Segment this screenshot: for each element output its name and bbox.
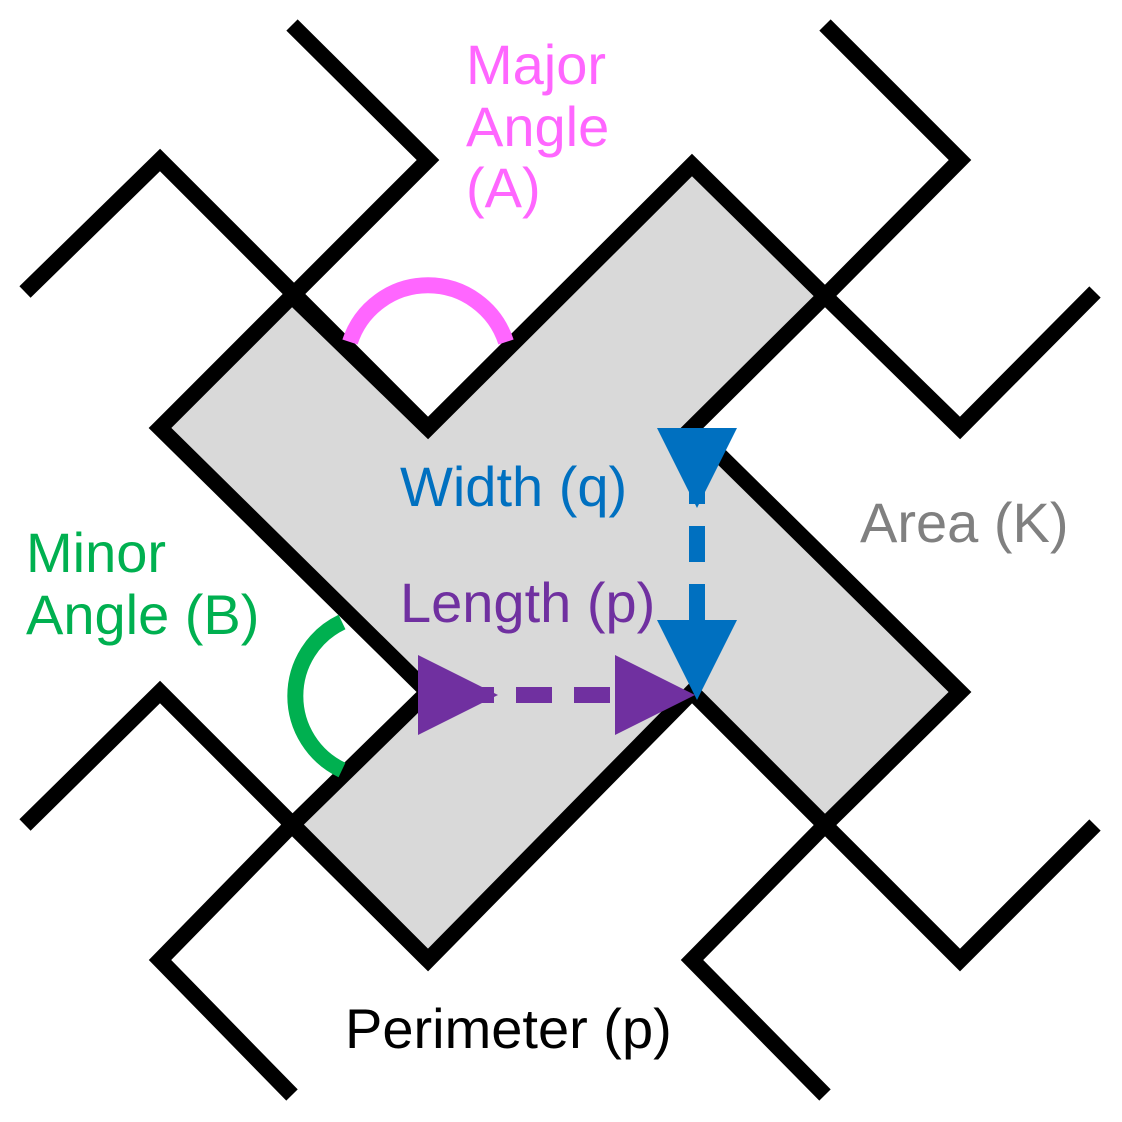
width-label: Width (q) [400, 455, 628, 518]
minor-angle-label-line1: Minor [26, 521, 167, 584]
neighbor-tile-bottom-right [680, 819, 831, 1101]
neighbor-tile-bottom-left [19, 680, 434, 966]
neighbor-tile-bottom [148, 819, 298, 1101]
area-label: Area (K) [860, 491, 1069, 554]
neighbor-tile-top-right [813, 19, 1101, 440]
neighbor-tile-right [819, 819, 1101, 972]
major-angle-label-line1: Major [466, 33, 607, 96]
neighbor-tile-top [286, 19, 440, 302]
length-label: Length (p) [400, 571, 656, 634]
major-angle-arc [342, 277, 514, 345]
major-angle-label: Major Angle (A) [466, 34, 609, 219]
perimeter-label: Perimeter (p) [345, 997, 672, 1060]
major-angle-label-line3: (A) [466, 156, 541, 220]
major-angle-label-line2: Angle [466, 94, 610, 158]
minor-angle-label-line2: Angle (B) [26, 582, 260, 646]
minor-angle-arc [287, 614, 346, 778]
minor-angle-label: Minor Angle (B) [26, 522, 259, 645]
neighbor-tile-top-left [19, 148, 434, 434]
